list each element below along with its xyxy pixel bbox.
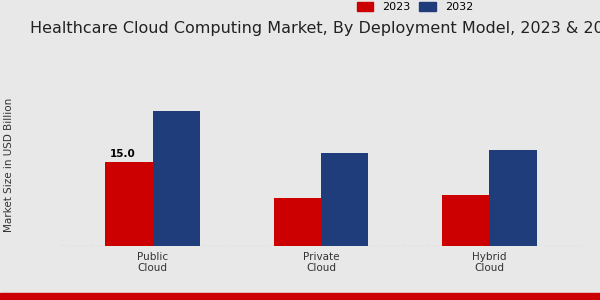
Bar: [152, 111, 200, 246]
Text: Market Size in USD Billion: Market Size in USD Billion: [4, 98, 14, 232]
Bar: [321, 153, 368, 246]
Text: Healthcare Cloud Computing Market, By Deployment Model, 2023 & 2032: Healthcare Cloud Computing Market, By De…: [30, 21, 600, 36]
Bar: [490, 150, 536, 246]
Legend: 2023, 2032: 2023, 2032: [352, 0, 478, 17]
Bar: [106, 162, 152, 246]
Bar: [274, 198, 321, 246]
Bar: [442, 195, 490, 246]
Text: 15.0: 15.0: [109, 149, 135, 159]
